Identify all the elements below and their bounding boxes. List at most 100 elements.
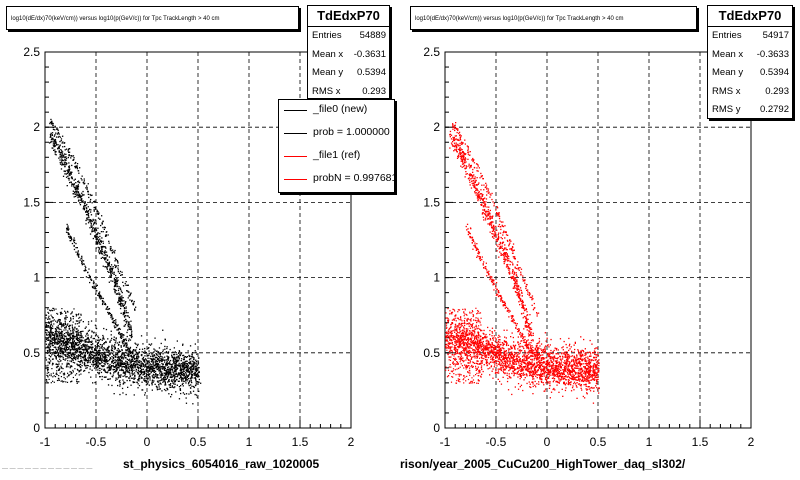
data-point [65,316,67,318]
data-point [156,350,158,352]
data-point [67,229,69,231]
data-point [124,315,126,317]
data-point [129,352,131,355]
data-point [154,361,156,363]
data-point [127,312,129,314]
data-point [130,367,132,369]
data-point [127,353,129,356]
data-point [144,355,146,357]
data-point [192,364,195,367]
data-point [171,368,173,370]
data-point [121,299,123,301]
data-point [94,235,96,237]
data-point [164,338,166,340]
data-point [498,339,500,341]
data-point [120,360,122,362]
data-point [190,369,192,371]
data-point [74,374,77,376]
data-point [127,362,129,364]
data-point [89,208,91,211]
data-point [114,366,117,368]
data-point [114,284,116,286]
data-point [86,360,88,362]
data-point [158,386,160,388]
x-tick-label: 0.5 [590,435,607,449]
data-point [185,373,187,375]
data-point [126,361,128,363]
data-point [523,379,525,381]
data-point [586,369,588,371]
data-point [53,339,55,341]
data-point [190,366,192,369]
data-point [122,383,125,385]
data-point [137,356,140,358]
data-point [67,340,69,343]
data-point [120,369,123,371]
data-point [80,198,83,201]
data-point [89,353,91,355]
data-point [128,316,130,319]
data-point [475,347,477,349]
data-point [60,356,62,358]
data-point [88,359,90,361]
data-point [160,359,162,362]
data-point [117,371,120,373]
data-point [129,299,131,301]
data-point [172,382,174,384]
data-point [73,342,75,345]
data-point [69,371,71,373]
data-point [154,337,156,339]
data-point [81,195,83,197]
data-point [55,335,58,338]
data-point [116,329,118,331]
data-point [484,359,487,361]
data-point [66,355,68,358]
data-point [514,363,516,365]
data-point [118,331,120,334]
data-point [82,321,84,323]
data-point [181,358,183,360]
data-point [67,156,69,159]
data-point [118,299,120,301]
data-point [113,273,115,275]
data-point [139,370,141,372]
data-point [111,361,113,363]
data-point [178,360,180,362]
data-point [526,375,528,377]
data-point [88,268,90,270]
data-point [566,351,568,353]
data-point [103,368,105,370]
data-point [49,334,52,336]
data-point [496,346,498,348]
data-point [149,366,151,368]
data-point [187,350,189,352]
data-point [117,269,119,271]
data-point [130,332,133,334]
data-point [93,206,95,209]
data-point [74,323,76,325]
data-point [122,363,124,365]
data-point [120,333,122,335]
data-point [119,333,121,336]
data-point [523,354,525,356]
data-point [514,355,516,357]
data-point [103,301,105,303]
data-point [107,270,109,273]
data-point [178,377,181,380]
data-point [110,368,112,370]
data-point [141,364,143,366]
data-point [165,359,167,361]
data-point [180,377,183,379]
data-point [517,383,520,385]
data-point [145,369,147,371]
data-point [147,367,150,369]
data-point [134,309,136,311]
data-point [109,368,111,370]
data-point [66,354,69,356]
data-point [71,335,74,337]
data-point [142,343,144,345]
data-point [131,370,134,372]
data-point [183,366,186,368]
data-point [120,312,122,314]
data-point [75,338,77,340]
